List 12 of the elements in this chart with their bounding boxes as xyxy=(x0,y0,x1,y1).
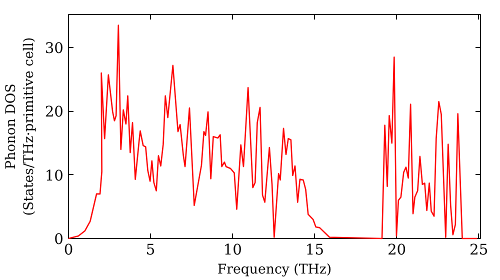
x-tick-label: 5 xyxy=(146,242,156,258)
x-tick-label: 15 xyxy=(305,242,324,258)
y-tick-label: 30 xyxy=(44,40,64,58)
x-axis-title: Frequency (THz) xyxy=(217,262,332,278)
line-series xyxy=(68,24,478,240)
x-tick-label: 10 xyxy=(223,242,242,258)
y-tick-label: 10 xyxy=(44,167,64,184)
x-tick-label: 25 xyxy=(470,242,488,258)
x-tick-label: 20 xyxy=(387,242,406,258)
y-tick-label: 0 xyxy=(54,231,64,248)
y-tick-label: 20 xyxy=(44,104,64,121)
y-axis-title: Phonon DOS (States/THz·primitive cell) xyxy=(4,37,37,216)
